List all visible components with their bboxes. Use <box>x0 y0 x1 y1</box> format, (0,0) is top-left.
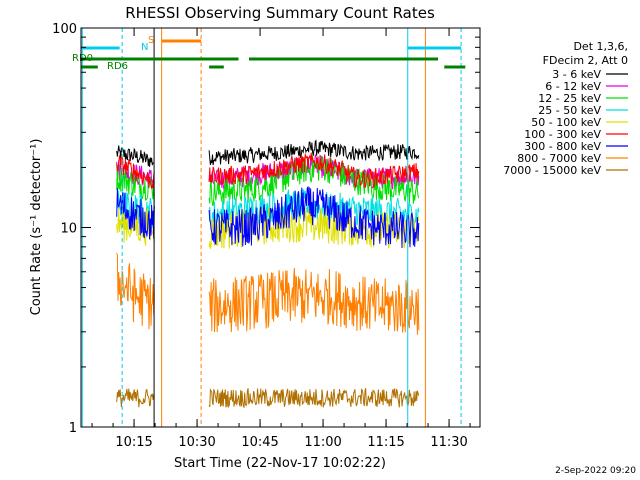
legend-label: 25 - 50 keV <box>538 104 601 117</box>
y-axis-label: Count Rate (s⁻¹ detector⁻¹) <box>29 139 44 316</box>
series-300-800-kev <box>116 185 420 249</box>
x-tick-label: 10:15 <box>115 435 152 450</box>
series-line <box>208 152 420 189</box>
legend-label: 300 - 800 keV <box>524 140 601 153</box>
series-line <box>208 139 420 166</box>
series-800-7000-kev <box>116 252 420 335</box>
annotation-rd6: RD6 <box>107 61 128 72</box>
y-tick-label: 1 <box>69 421 77 436</box>
series-line <box>208 185 420 249</box>
legend-label: 50 - 100 keV <box>531 116 601 129</box>
legend-label: 3 - 6 keV <box>552 68 601 81</box>
series-line <box>208 267 420 335</box>
x-tick-label: 11:00 <box>304 435 341 450</box>
series-line <box>116 154 155 189</box>
series-line <box>116 252 155 330</box>
series-line <box>116 164 155 201</box>
legend-label: 100 - 300 keV <box>524 128 601 141</box>
annotation-s: S <box>148 35 154 46</box>
series-3-6-kev <box>116 139 420 167</box>
legend-label: 7000 - 15000 keV <box>503 164 601 177</box>
x-tick-label: 11:30 <box>430 435 467 450</box>
legend-label: 800 - 7000 keV <box>517 152 601 165</box>
x-tick-label: 10:30 <box>178 435 215 450</box>
x-tick-label: 10:45 <box>241 435 278 450</box>
series-line <box>208 388 420 409</box>
legend-header-line-2: FDecim 2, Att 0 <box>543 54 628 67</box>
series-line <box>116 145 155 167</box>
series-line <box>116 188 155 240</box>
y-tick-label: 10 <box>60 222 77 237</box>
annotation-n: N <box>141 42 148 53</box>
legend-label: 6 - 12 keV <box>545 80 601 93</box>
y-tick-label: 100 <box>52 22 77 37</box>
x-tick-label: 11:15 <box>367 435 404 450</box>
series-line <box>116 388 155 408</box>
legend-header-line-1: Det 1,3,6, <box>573 40 628 53</box>
x-axis-label: Start Time (22-Nov-17 10:02:22) <box>174 456 386 471</box>
axis-ticks: 10:15 10:30 10:45 11:00 11:15 11:30 1 10 100 <box>52 22 480 450</box>
series-100-300-kev <box>116 152 420 189</box>
series-7000-15000-kev <box>116 388 420 409</box>
series-line <box>208 155 420 207</box>
series-line <box>116 205 155 246</box>
chart-title: RHESSI Observing Summary Count Rates <box>125 4 435 22</box>
legend-label: 12 - 25 keV <box>538 92 601 105</box>
footer-date: 2-Sep-2022 09:20 <box>555 466 636 476</box>
series-12-25-kev <box>116 155 420 207</box>
